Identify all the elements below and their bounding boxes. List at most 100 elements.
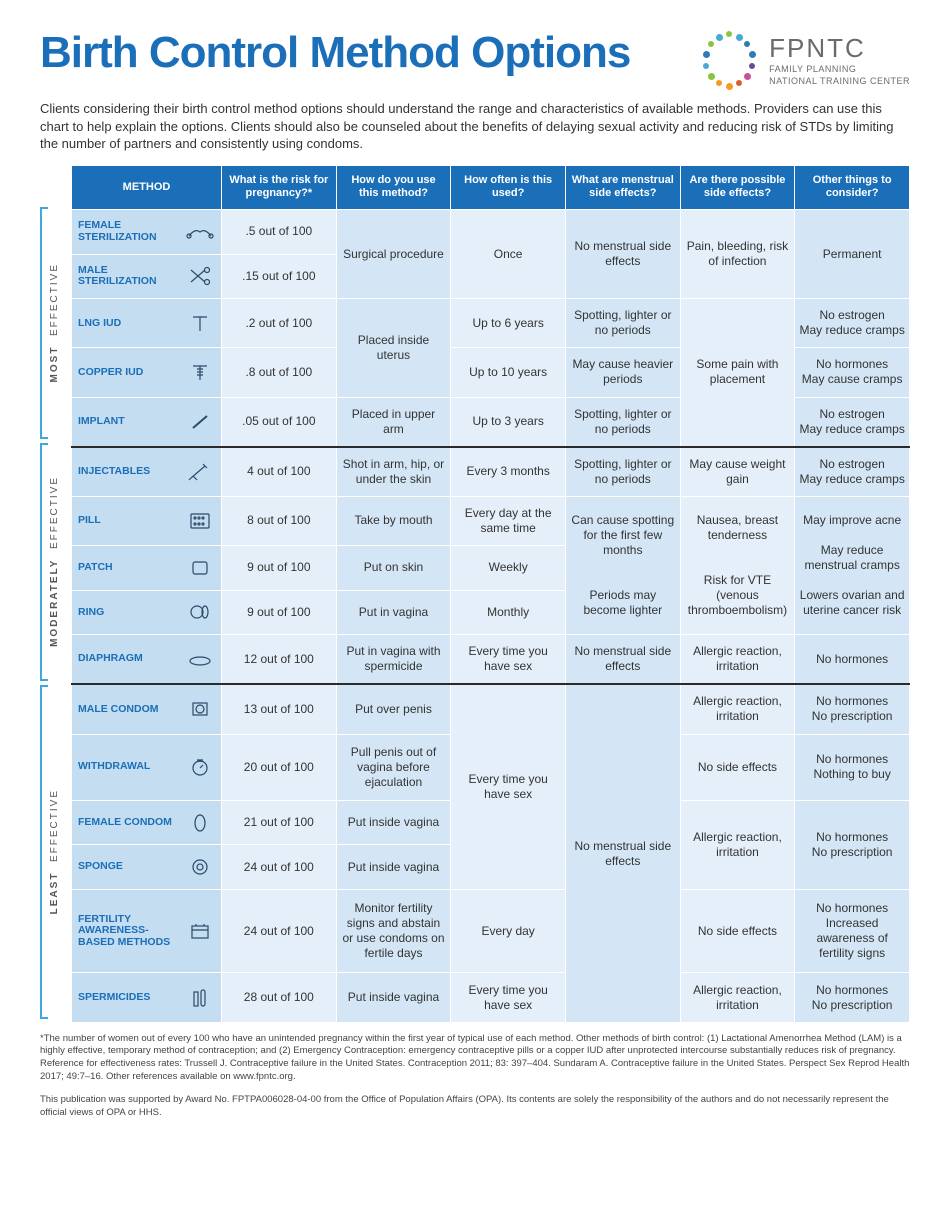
footnote-disclaimer: This publication was supported by Award … bbox=[40, 1094, 910, 1120]
side-cell: Allergic reaction, irritation bbox=[680, 800, 795, 889]
use-cell: Placed in upper arm bbox=[336, 397, 451, 447]
col-risk: What is the risk for pregnancy?* bbox=[222, 165, 337, 210]
method-female-condom: FEMALE CONDOM bbox=[72, 800, 222, 845]
implant-icon bbox=[185, 409, 215, 435]
logo-subtitle-1: FAMILY PLANNING bbox=[769, 64, 910, 76]
risk-cell: 12 out of 100 bbox=[222, 635, 337, 685]
table-row: MALE CONDOM 13 out of 100 Put over penis… bbox=[72, 684, 910, 734]
col-side: Are there possible side effects? bbox=[680, 165, 795, 210]
header: Birth Control Method Options FPNTC FAMIL… bbox=[40, 30, 910, 90]
logo: FPNTC FAMILY PLANNING NATIONAL TRAINING … bbox=[699, 30, 910, 90]
other-cell: No hormonesIncreased awareness of fertil… bbox=[795, 889, 910, 972]
method-pill: PILL bbox=[72, 496, 222, 545]
table-row: SPERMICIDES 28 out of 100 Put inside vag… bbox=[72, 973, 910, 1022]
tube-icon bbox=[185, 985, 215, 1011]
use-cell: Put in vagina bbox=[336, 590, 451, 635]
often-cell: Weekly bbox=[451, 546, 566, 591]
logo-subtitle-2: NATIONAL TRAINING CENTER bbox=[769, 76, 910, 88]
risk-cell: 24 out of 100 bbox=[222, 845, 337, 890]
other-cell: No estrogenMay reduce cramps bbox=[795, 299, 910, 348]
other-cell: No estrogenMay reduce cramps bbox=[795, 397, 910, 447]
method-male-sterilization: MALE STERILIZATION bbox=[72, 254, 222, 299]
risk-cell: 20 out of 100 bbox=[222, 734, 337, 800]
risk-cell: 9 out of 100 bbox=[222, 590, 337, 635]
method-injectables: INJECTABLES bbox=[72, 447, 222, 497]
other-cell: No hormonesNo prescription bbox=[795, 684, 910, 734]
often-cell: Every 3 months bbox=[451, 447, 566, 497]
use-cell: Take by mouth bbox=[336, 496, 451, 545]
calendar-icon bbox=[185, 918, 215, 944]
intro-text: Clients considering their birth control … bbox=[40, 100, 910, 153]
side-cell: Allergic reaction, irritation bbox=[680, 635, 795, 685]
often-cell: Up to 6 years bbox=[451, 299, 566, 348]
table-header-row: METHOD What is the risk for pregnancy?* … bbox=[72, 165, 910, 210]
side-cell: Nausea, breast tendernessRisk for VTE (v… bbox=[680, 496, 795, 634]
other-cell: No estrogenMay reduce cramps bbox=[795, 447, 910, 497]
method-copper-iud: COPPER IUD bbox=[72, 348, 222, 397]
table-row: DIAPHRAGM 12 out of 100 Put in vagina wi… bbox=[72, 635, 910, 685]
use-cell: Put inside vagina bbox=[336, 845, 451, 890]
risk-cell: .05 out of 100 bbox=[222, 397, 337, 447]
mens-cell: No menstrual side effects bbox=[565, 210, 680, 299]
use-cell: Shot in arm, hip, or under the skin bbox=[336, 447, 451, 497]
risk-cell: .5 out of 100 bbox=[222, 210, 337, 255]
side-cell: No side effects bbox=[680, 889, 795, 972]
use-cell: Put over penis bbox=[336, 684, 451, 734]
often-cell: Once bbox=[451, 210, 566, 299]
risk-cell: 9 out of 100 bbox=[222, 546, 337, 591]
mens-cell: No menstrual side effects bbox=[565, 635, 680, 685]
mens-cell: Spotting, lighter or no periods bbox=[565, 447, 680, 497]
scissors-icon bbox=[185, 263, 215, 289]
often-cell: Every time you have sex bbox=[451, 684, 566, 889]
method-lng-iud: LNG IUD bbox=[72, 299, 222, 348]
fallopian-icon bbox=[185, 219, 215, 245]
col-use: How do you use this method? bbox=[336, 165, 451, 210]
table-row: FEMALE STERILIZATION .5 out of 100 Surgi… bbox=[72, 210, 910, 255]
diaphragm-icon bbox=[185, 646, 215, 672]
patch-icon bbox=[185, 555, 215, 581]
method-female-sterilization: FEMALE STERILIZATION bbox=[72, 210, 222, 255]
other-cell: No hormonesNo prescription bbox=[795, 800, 910, 889]
method-male-condom: MALE CONDOM bbox=[72, 684, 222, 734]
use-cell: Surgical procedure bbox=[336, 210, 451, 299]
use-cell: Put inside vagina bbox=[336, 973, 451, 1022]
use-cell: Pull penis out of vagina before ejaculat… bbox=[336, 734, 451, 800]
method-sponge: SPONGE bbox=[72, 845, 222, 890]
side-cell: May cause weight gain bbox=[680, 447, 795, 497]
iud-icon bbox=[185, 310, 215, 336]
use-cell: Put in vagina with spermicide bbox=[336, 635, 451, 685]
use-cell: Put inside vagina bbox=[336, 800, 451, 845]
other-cell: No hormonesNothing to buy bbox=[795, 734, 910, 800]
often-cell: Every day at the same time bbox=[451, 496, 566, 545]
side-cell: Some pain with placement bbox=[680, 299, 795, 447]
mens-cell: No menstrual side effects bbox=[565, 684, 680, 1022]
method-implant: IMPLANT bbox=[72, 397, 222, 447]
stopwatch-icon bbox=[185, 754, 215, 780]
often-cell: Up to 10 years bbox=[451, 348, 566, 397]
chart-container: MOST EFFECTIVEMODERATELY EFFECTIVELEAST … bbox=[40, 165, 910, 1023]
side-cell: Pain, bleeding, risk of infection bbox=[680, 210, 795, 299]
method-ring: RING bbox=[72, 590, 222, 635]
risk-cell: 21 out of 100 bbox=[222, 800, 337, 845]
risk-cell: 28 out of 100 bbox=[222, 973, 337, 1022]
often-cell: Every time you have sex bbox=[451, 635, 566, 685]
other-cell: No hormonesMay cause cramps bbox=[795, 348, 910, 397]
mens-cell: Spotting, lighter or no periods bbox=[565, 299, 680, 348]
risk-cell: .8 out of 100 bbox=[222, 348, 337, 397]
col-method: METHOD bbox=[72, 165, 222, 210]
other-cell: No hormones bbox=[795, 635, 910, 685]
col-often: How often is this used? bbox=[451, 165, 566, 210]
risk-cell: .2 out of 100 bbox=[222, 299, 337, 348]
page-title: Birth Control Method Options bbox=[40, 30, 630, 76]
risk-cell: 13 out of 100 bbox=[222, 684, 337, 734]
other-cell: May improve acneMay reduce menstrual cra… bbox=[795, 496, 910, 634]
use-cell: Placed inside uterus bbox=[336, 299, 451, 397]
methods-table: METHOD What is the risk for pregnancy?* … bbox=[71, 165, 910, 1023]
table-row: INJECTABLES 4 out of 100 Shot in arm, hi… bbox=[72, 447, 910, 497]
col-menstrual: What are menstrual side effects? bbox=[565, 165, 680, 210]
method-spermicides: SPERMICIDES bbox=[72, 973, 222, 1022]
logo-icon bbox=[699, 30, 759, 90]
condom-icon bbox=[185, 696, 215, 722]
method-diaphragm: DIAPHRAGM bbox=[72, 635, 222, 685]
table-row: FERTILITY AWARENESS-BASED METHODS 24 out… bbox=[72, 889, 910, 972]
